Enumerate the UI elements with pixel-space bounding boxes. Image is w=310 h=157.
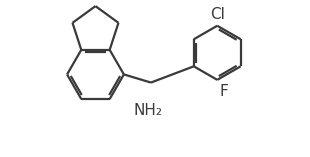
- Text: F: F: [220, 84, 229, 99]
- Text: NH₂: NH₂: [134, 103, 163, 118]
- Text: Cl: Cl: [210, 7, 225, 22]
